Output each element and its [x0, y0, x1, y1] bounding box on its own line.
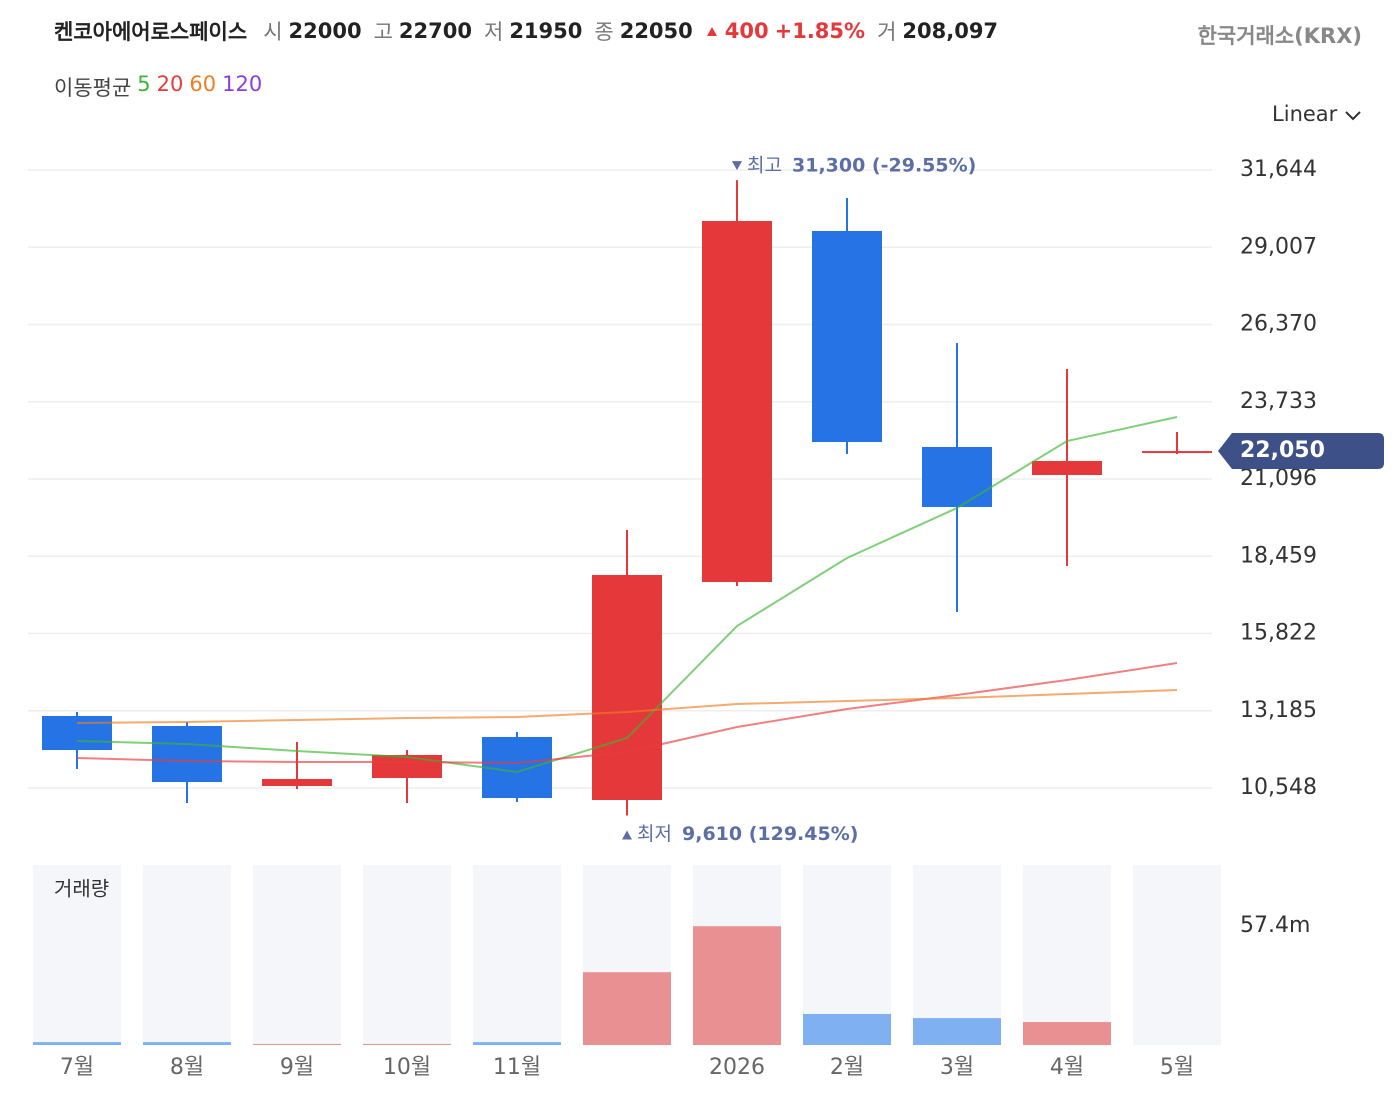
ma-legend: 이동평균 5 20 60 120 [54, 72, 262, 102]
y-tick-label: 15,822 [1240, 621, 1317, 646]
volume-panel [253, 865, 341, 1045]
volume: 208,097 [902, 19, 999, 43]
volume-title: 거래량 [54, 877, 109, 901]
scale-dropdown[interactable]: Linear [1272, 102, 1362, 126]
change-pct: +1.85% [774, 19, 866, 43]
candle-body [592, 575, 662, 801]
candle-body [1032, 460, 1102, 475]
open-label: 시 [263, 20, 283, 44]
volume-bar [143, 1042, 231, 1045]
y-tick-label: 26,370 [1240, 312, 1317, 337]
close: 22050 [619, 19, 693, 43]
candle-body [1142, 451, 1212, 454]
y-tick-label: 10,548 [1240, 775, 1317, 800]
change: 400 [724, 19, 769, 43]
low-label: 저 [483, 20, 504, 44]
close-label: 종 [594, 20, 614, 44]
candle-body [42, 716, 112, 751]
legend-entry: 120 [222, 72, 263, 96]
x-tick-label: 8월 [170, 1055, 204, 1080]
x-tick-label: 3월 [940, 1055, 974, 1080]
y-tick-label: 21,096 [1240, 466, 1317, 491]
candle-body [922, 446, 992, 507]
volume-panel [473, 865, 561, 1045]
stock-name: 켄코아에어로스페이스 [54, 20, 248, 44]
candle-body [482, 737, 552, 799]
x-tick-label: 11월 [493, 1055, 541, 1080]
up-arrow [706, 27, 717, 36]
candle-body [812, 230, 882, 443]
volume-bar [583, 972, 671, 1045]
chevron [1345, 111, 1361, 121]
y-tick-label: 23,733 [1240, 389, 1317, 414]
x-tick-label: 10월 [383, 1055, 431, 1080]
volume-panel [913, 865, 1001, 1045]
candle-body [702, 221, 772, 583]
header: 켄코아에어로스페이스 시 22000 고 22700 저 21950 종 22050 4… [54, 16, 1004, 46]
candle-body [152, 726, 222, 783]
x-tick-label: 2월 [830, 1055, 864, 1080]
scale-mode: Linear [1272, 102, 1338, 126]
x-tick-label: 7월 [60, 1055, 94, 1080]
volume-panel [33, 865, 121, 1045]
candle-body [372, 755, 442, 779]
x-tick-label: 4월 [1050, 1055, 1084, 1080]
volume-bar [33, 1042, 121, 1045]
annotation-text: 31,300 (-29.55%) [792, 155, 976, 177]
volume-bar [253, 1043, 341, 1045]
annotation-label: 최고 [747, 155, 782, 177]
volume-bar [363, 1043, 451, 1045]
volume-panel [143, 865, 231, 1045]
exchange: 한국거래소(KRX) [1197, 24, 1362, 48]
volume-panel [1023, 865, 1111, 1045]
annotation-label: 최저 [637, 823, 672, 845]
x-tick-label: 5월 [1160, 1055, 1194, 1080]
legend-entry: 20 [156, 72, 184, 96]
annotation-text: 9,610 (129.45%) [682, 823, 858, 845]
high-label: 고 [373, 20, 393, 44]
volume-bar [1023, 1022, 1111, 1045]
volume-bar [693, 926, 781, 1045]
annotation-marker [732, 161, 742, 171]
low: 21950 [509, 19, 583, 43]
volume-label: 거 [877, 20, 897, 44]
y-tick-label: 29,007 [1240, 234, 1317, 259]
volume-tick-label: 57.4m [1240, 913, 1310, 938]
volume-bar [473, 1042, 561, 1045]
open: 22000 [288, 19, 362, 43]
volume-bar [913, 1018, 1001, 1045]
volume-panel [363, 865, 451, 1045]
candle-body [262, 778, 332, 786]
ma-label: 이동평균 [54, 76, 132, 100]
annotation-marker [622, 830, 632, 840]
legend-entry: 60 [189, 72, 217, 96]
legend-entry: 5 [137, 72, 151, 96]
volume-bar [803, 1013, 891, 1045]
y-tick-label: 18,459 [1240, 543, 1317, 568]
y-tick-label: 13,185 [1240, 698, 1317, 723]
volume-panel [1133, 865, 1221, 1045]
ma-line [76, 688, 1178, 725]
x-tick-label: 9월 [280, 1055, 314, 1080]
x-tick-label: 2026 [709, 1055, 765, 1080]
high: 22700 [398, 19, 472, 43]
price-tag-label: 22,050 [1240, 438, 1325, 463]
ma-line [76, 661, 1178, 765]
price-tag [1218, 433, 1384, 470]
y-tick-label: 31,644 [1240, 157, 1317, 182]
ma-line [76, 416, 1178, 774]
